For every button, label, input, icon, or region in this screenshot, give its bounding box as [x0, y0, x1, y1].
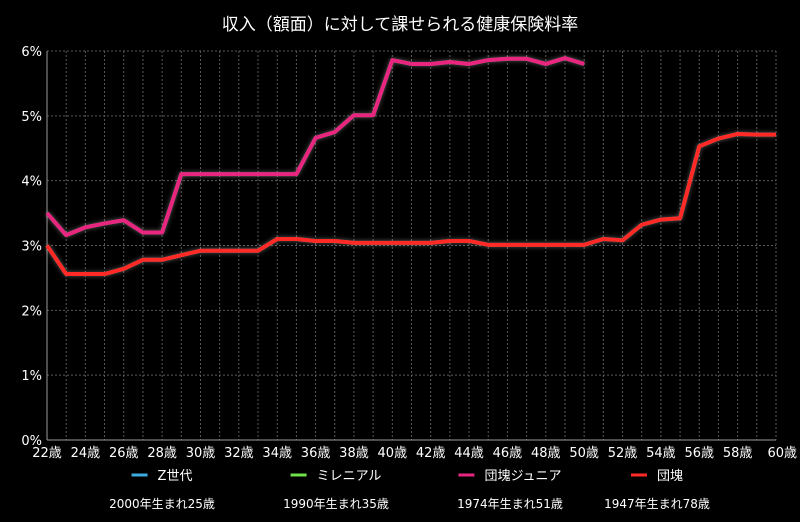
- legend-series-name: 団塊: [657, 468, 683, 484]
- x-tick-label: 60歳: [767, 446, 797, 461]
- y-tick-label: 3%: [21, 240, 42, 255]
- legend-series-subtitle: 1990年生まれ35歳: [283, 497, 389, 511]
- x-tick-label: 30歳: [186, 446, 216, 461]
- legend-series-name: 団塊ジュニア: [484, 468, 561, 484]
- legend-series-subtitle: 2000年生まれ25歳: [109, 497, 215, 511]
- series-layer: [45, 56, 776, 277]
- x-tick-label: 50歳: [569, 446, 599, 461]
- series-line-2: [45, 56, 585, 238]
- legend-series-subtitle: 1974年生まれ51歳: [457, 497, 563, 511]
- x-tick-label: 56歳: [684, 446, 714, 461]
- x-tick-label: 44歳: [454, 446, 484, 461]
- legend-series-name: ミレニアル: [317, 469, 382, 484]
- x-tick-label: 32歳: [224, 446, 254, 461]
- legend-item: ミレニアル 1990年生まれ35歳: [283, 469, 389, 511]
- x-tick-label: 38歳: [339, 446, 369, 461]
- legend-item: Z世代 2000年生まれ25歳: [109, 469, 215, 511]
- legend-series-subtitle: 1947年生まれ78歳: [604, 497, 710, 511]
- legend-item: 団塊 1947年生まれ78歳: [604, 468, 710, 511]
- legend-item: 団塊ジュニア 1974年生まれ51歳: [457, 468, 563, 511]
- x-tick-label: 36歳: [301, 446, 331, 461]
- x-tick-label: 34歳: [262, 446, 292, 461]
- chart-title: 収入（額面）に対して課せられる健康保険料率: [222, 15, 579, 35]
- y-tick-label: 2%: [21, 304, 42, 319]
- x-tick-label: 22歳: [32, 446, 62, 461]
- axis-layer: 0% 1% 2% 3% 4% 5% 6% 22歳 24歳 26歳 28歳 30歳 32歳 34歳 36歳 38…: [21, 45, 797, 461]
- series-line-3: [45, 131, 776, 277]
- legend-series-name: Z世代: [158, 469, 193, 484]
- x-tick-label: 26歳: [109, 446, 139, 461]
- x-tick-label: 46歳: [493, 446, 523, 461]
- x-tick-label: 28歳: [147, 446, 177, 461]
- x-tick-label: 40歳: [378, 446, 408, 461]
- y-tick-label: 4%: [21, 175, 42, 190]
- y-tick-label: 1%: [21, 369, 42, 384]
- x-tick-label: 48歳: [531, 446, 561, 461]
- x-tick-label: 52歳: [608, 446, 638, 461]
- x-tick-label: 42歳: [416, 446, 446, 461]
- x-tick-label: 54歳: [646, 446, 676, 461]
- legend: Z世代 2000年生まれ25歳 ミレニアル 1990年生まれ35歳 団塊ジュニア 1974…: [109, 468, 710, 511]
- y-tick-label: 0%: [21, 434, 42, 449]
- x-tick-label: 58歳: [723, 446, 753, 461]
- y-tick-label: 5%: [21, 110, 42, 125]
- y-tick-label: 6%: [21, 45, 42, 60]
- x-tick-label: 24歳: [71, 446, 101, 461]
